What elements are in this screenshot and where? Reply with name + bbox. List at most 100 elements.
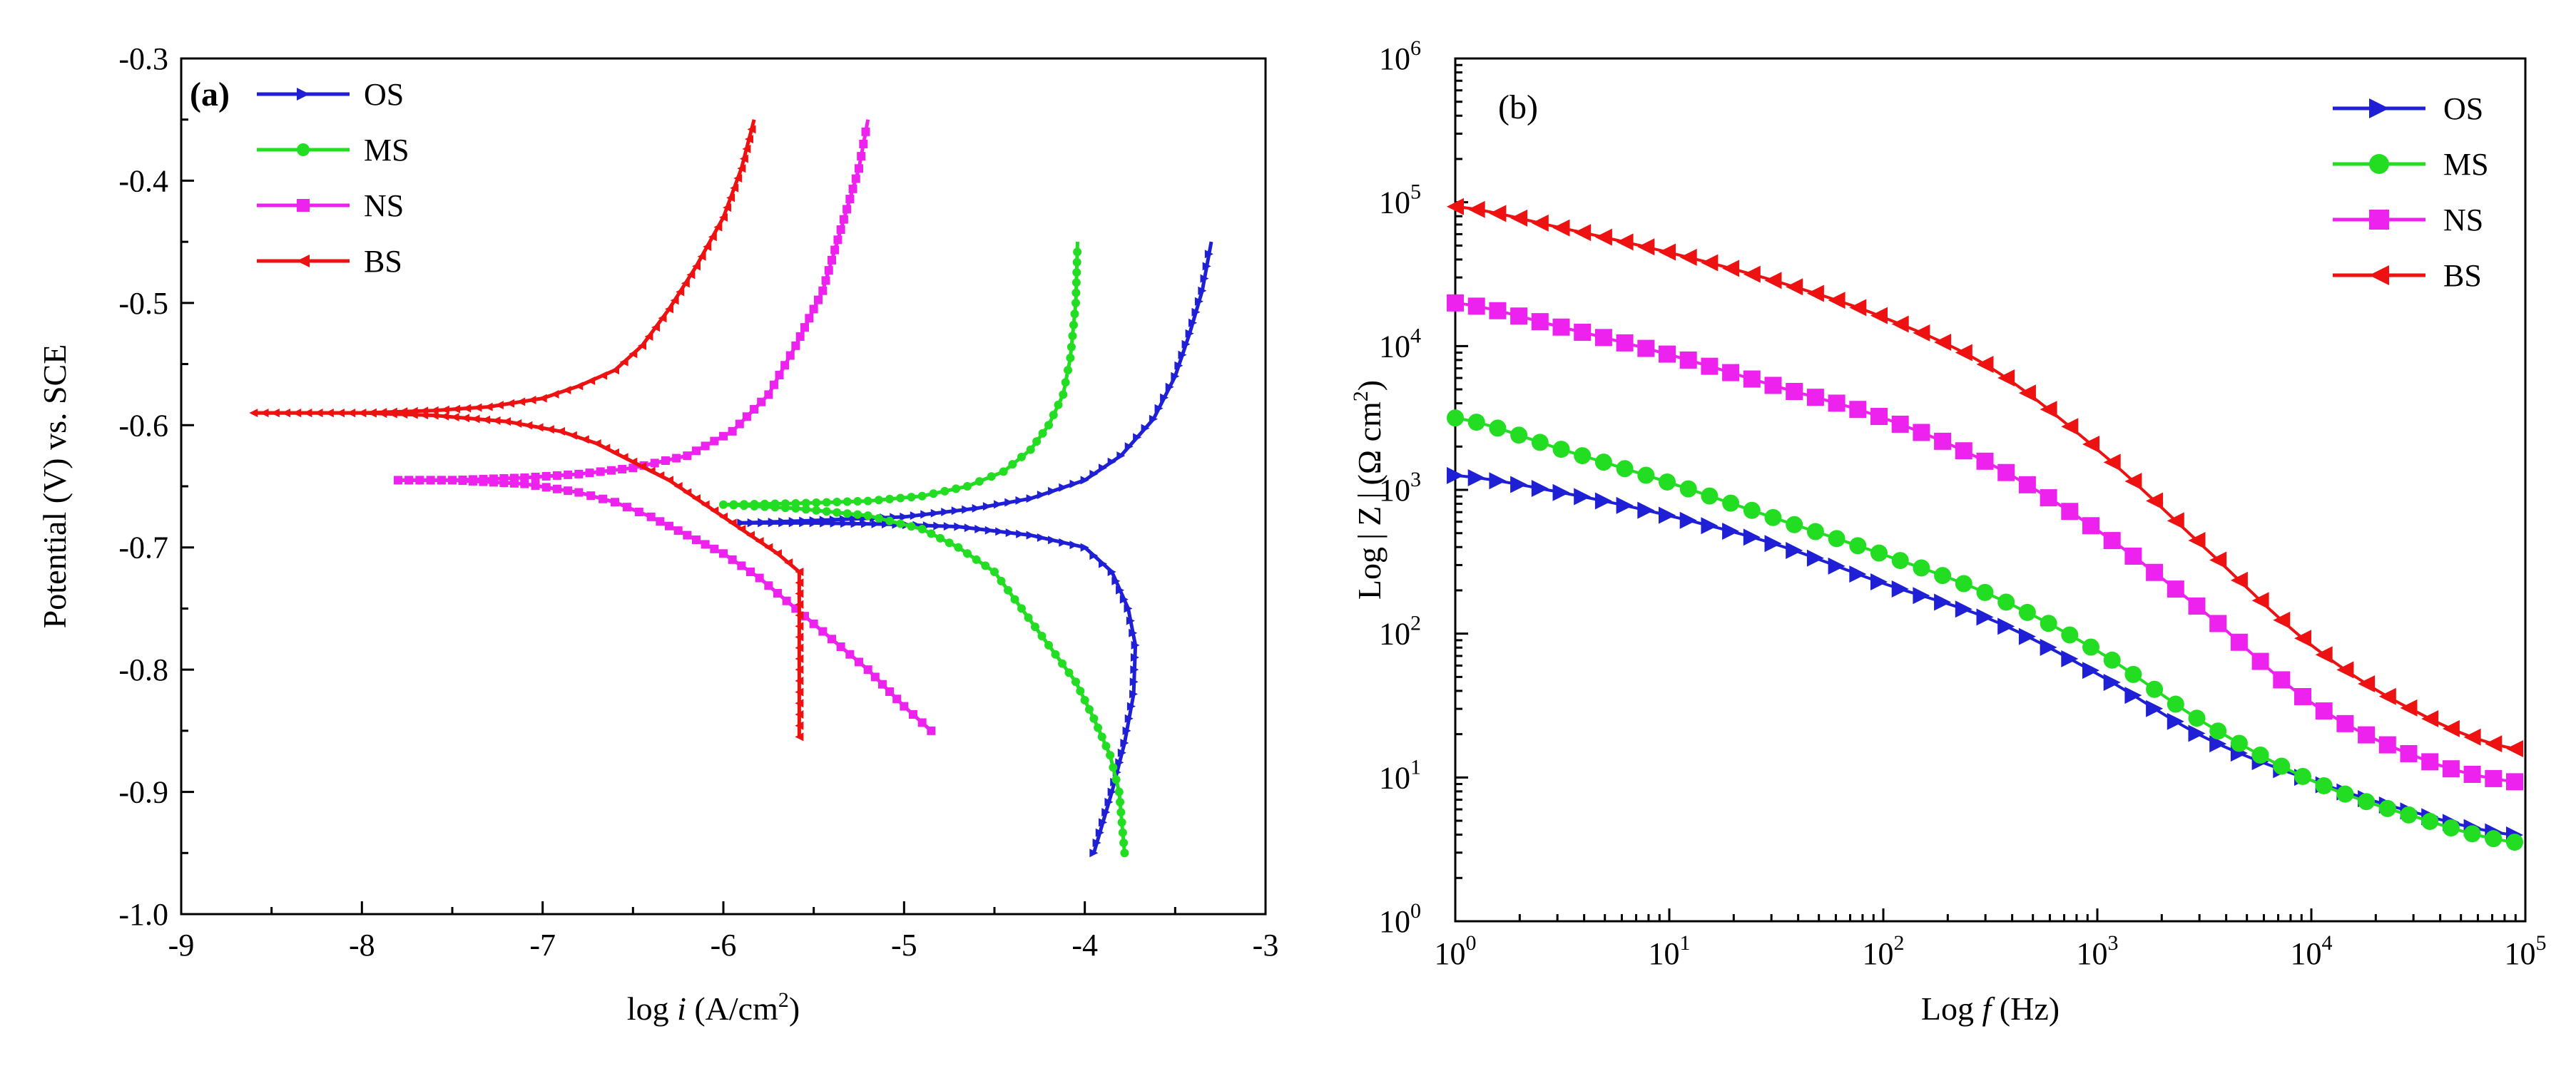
series-os-point [964, 523, 973, 533]
series-ms-point [1997, 593, 2015, 611]
series-ms-point [963, 549, 972, 558]
series-ms-point [1849, 537, 1867, 555]
series-bs-point [1955, 344, 1972, 362]
x-tick-label: -4 [1071, 928, 1098, 963]
series-bs-cathodic-line [253, 411, 801, 737]
series-os-point [1059, 483, 1068, 492]
series-ms-point [1071, 677, 1080, 687]
series-ns-point [692, 535, 701, 544]
series-bs-point [2167, 512, 2184, 530]
series-bs-point [2061, 418, 2079, 436]
series-bs-point [773, 549, 782, 558]
series-os-point [1037, 491, 1046, 499]
series-ns-point [845, 650, 855, 659]
series-ms-point [2315, 777, 2333, 794]
series-os-point [1659, 506, 1676, 524]
series-ns-point [809, 304, 818, 314]
series-ms-point [997, 576, 1006, 585]
series-ms-point [739, 500, 748, 509]
series-bs-point [795, 654, 804, 663]
series-ms-point [917, 525, 927, 533]
series-bs-point [628, 349, 638, 359]
series-ms-point [2209, 722, 2227, 740]
series-bs-point [2294, 630, 2311, 647]
series-bs-point [1786, 278, 1803, 296]
series-ms-point [1955, 575, 1972, 593]
series-ns-point [775, 371, 784, 379]
x-tick-label: -6 [711, 928, 737, 963]
series-bs-point [1997, 369, 2015, 387]
series-ns-point [1870, 408, 1888, 426]
series-ns-point [499, 473, 509, 483]
series-bs-point [2442, 719, 2460, 737]
y-tick-label: -1.0 [118, 897, 168, 932]
series-ms-point [770, 499, 780, 508]
series-ns-point [755, 573, 764, 583]
series-bs-point [656, 471, 665, 480]
series-os-point [1171, 371, 1180, 381]
x-tick-label: 104 [2291, 931, 2333, 971]
series-ms-point [1109, 763, 1118, 772]
series-bs-point [1659, 243, 1676, 261]
series-ns-point [1659, 345, 1676, 363]
series-os-point [1117, 748, 1126, 757]
series-bs-point [270, 409, 280, 418]
series-ns-point [2188, 597, 2206, 615]
series-ns-point [2378, 736, 2396, 754]
series-os-point [1955, 600, 1972, 618]
y-tick-label: -0.6 [118, 408, 168, 443]
series-os-point [1743, 528, 1761, 546]
y-tick-label: 101 [1379, 755, 1421, 795]
series-ns-point [719, 549, 728, 558]
series-bs-point [303, 409, 312, 418]
series-ns-point [818, 627, 828, 636]
series-os-point [1154, 404, 1164, 413]
series-ns-point [541, 471, 551, 481]
series-bs-point [676, 287, 685, 297]
series-bs-point [440, 411, 449, 421]
series-bs-point [2358, 675, 2376, 692]
series-bs-point [746, 531, 755, 540]
series-ms-point [1017, 604, 1026, 613]
series-ms-point [1068, 332, 1077, 341]
series-ns-point [728, 555, 737, 564]
series-ms-point [999, 467, 1008, 476]
series-ms-point [1044, 640, 1053, 650]
series-ms-point [863, 496, 872, 506]
series-os-point [951, 506, 960, 516]
series-ns-point [1997, 463, 2015, 481]
series-bs-point [592, 439, 601, 448]
series-os-point [1133, 433, 1142, 442]
series-bs-point [1849, 299, 1867, 317]
series-ms-point [801, 505, 810, 514]
series-ms-point [1701, 487, 1719, 505]
series-bs-point [513, 419, 522, 428]
series-ms-point [2358, 793, 2376, 811]
series-os-point [1069, 540, 1079, 550]
series-ns-point [909, 710, 917, 719]
series-os-point [737, 518, 746, 528]
series-ms-point [974, 477, 984, 486]
series-ms-point [1594, 453, 1612, 471]
series-bs-point [586, 376, 596, 385]
series-ms-point [1870, 544, 1888, 562]
series-os-point [799, 516, 808, 526]
series-ms-point [1072, 257, 1081, 267]
series-ns-point [2506, 773, 2523, 791]
series-os-point [1198, 286, 1207, 295]
series-ns-point [824, 266, 833, 275]
series-ns-point [842, 205, 852, 214]
chart-a-ticks: -9 -8 -7 -6 -5 -4 -3 -1.0 -0.9 -0.8 -0.7 -0.6 -0.5 -0… [118, 41, 1278, 963]
series-ns-point [650, 458, 659, 468]
series-ns-point [1849, 401, 1867, 419]
series-ns-point [773, 589, 782, 598]
series-ms-point [972, 555, 981, 564]
series-os-point [1934, 593, 1952, 611]
series-ms-point [2188, 709, 2206, 727]
series-bs-point [611, 448, 619, 457]
series-ns-point [1828, 394, 1846, 412]
series-os-point [819, 516, 828, 525]
series-ms-point [1616, 460, 1634, 478]
series-bs-point [795, 578, 804, 588]
series-os-point [1141, 424, 1150, 433]
